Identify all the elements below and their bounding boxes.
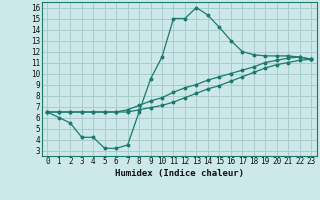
X-axis label: Humidex (Indice chaleur): Humidex (Indice chaleur)	[115, 169, 244, 178]
